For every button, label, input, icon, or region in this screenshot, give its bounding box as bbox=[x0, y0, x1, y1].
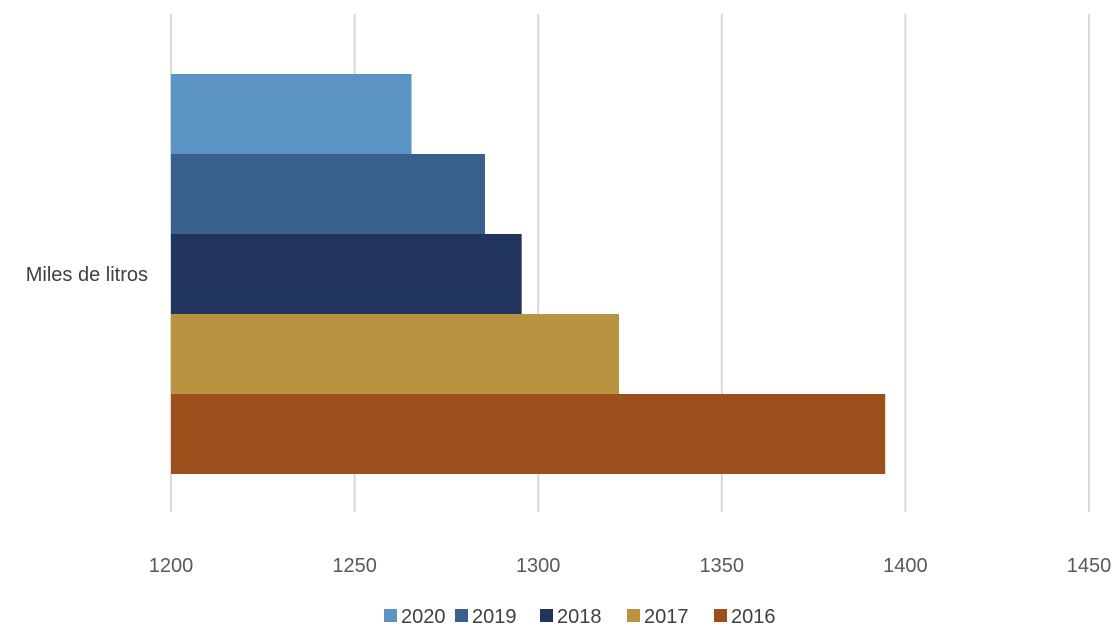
x-tick-label: 1200 bbox=[149, 555, 194, 577]
legend-label: 2018 bbox=[557, 606, 602, 628]
legend-swatch bbox=[455, 609, 468, 622]
bar-2017 bbox=[171, 314, 619, 394]
x-tick-label: 1300 bbox=[516, 555, 561, 577]
legend-swatch bbox=[627, 609, 640, 622]
legend-swatch bbox=[714, 609, 727, 622]
bar-2016 bbox=[171, 394, 886, 474]
x-tick-label: 1350 bbox=[700, 555, 745, 577]
bar-2018 bbox=[171, 234, 522, 314]
x-tick-label: 1250 bbox=[332, 555, 377, 577]
legend-label: 2020 bbox=[401, 606, 446, 628]
bar-2019 bbox=[171, 154, 485, 234]
legend-label: 2017 bbox=[644, 606, 689, 628]
legend-label: 2019 bbox=[472, 606, 517, 628]
x-tick-label: 1450 bbox=[1067, 555, 1112, 577]
category-label: Miles de litros bbox=[26, 264, 148, 286]
legend-item-2016: 2016 bbox=[714, 606, 776, 628]
legend-swatch bbox=[384, 609, 397, 622]
bar-2020 bbox=[171, 74, 412, 154]
x-axis-tick-labels: 1200 1250 1300 1350 1400 1450 bbox=[149, 555, 1112, 577]
category-labels: Miles de litros bbox=[26, 264, 148, 286]
legend-item-2020: 2020 bbox=[384, 606, 446, 628]
legend-label: 2016 bbox=[731, 606, 776, 628]
legend-item-2017: 2017 bbox=[627, 606, 689, 628]
legend-item-2018: 2018 bbox=[540, 606, 602, 628]
bars bbox=[171, 74, 886, 474]
legend-item-2019: 2019 bbox=[455, 606, 517, 628]
legend-swatch bbox=[540, 609, 553, 622]
x-tick-label: 1400 bbox=[883, 555, 928, 577]
legend: 2020 2019 2018 2017 2016 bbox=[384, 606, 776, 628]
